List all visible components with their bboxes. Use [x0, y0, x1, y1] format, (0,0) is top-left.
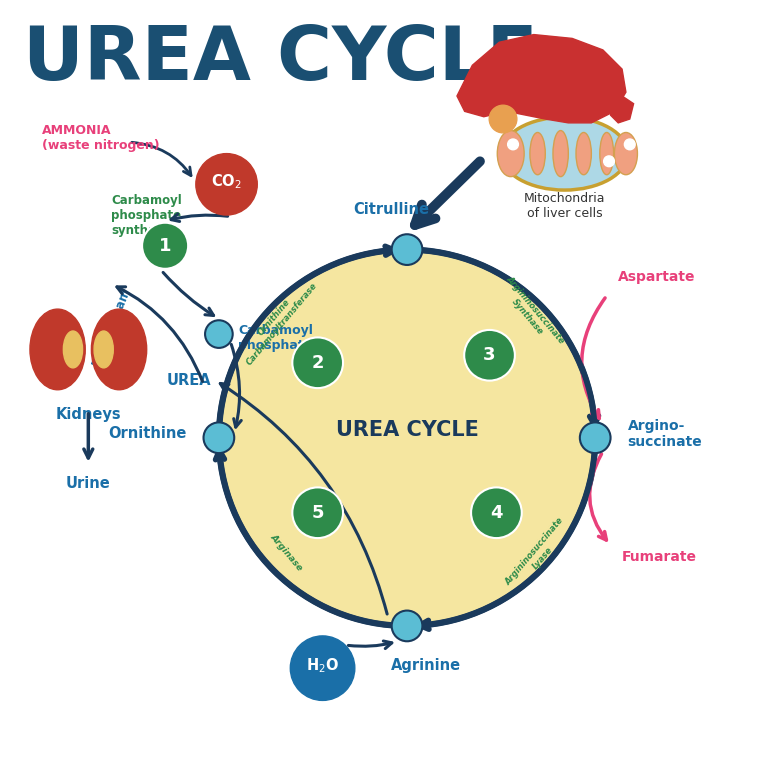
Text: AMMONIA
(waste nitrogen): AMMONIA (waste nitrogen)	[42, 124, 160, 152]
Text: Mitochondria
of liver cells: Mitochondria of liver cells	[524, 192, 605, 220]
Text: Carbamoyl
phosphate: Carbamoyl phosphate	[238, 324, 313, 352]
Circle shape	[142, 223, 188, 269]
Circle shape	[290, 636, 355, 700]
Text: 1: 1	[159, 237, 171, 255]
Ellipse shape	[94, 331, 114, 368]
Circle shape	[508, 139, 518, 150]
Text: Fumarate: Fumarate	[622, 550, 697, 564]
Ellipse shape	[91, 309, 147, 389]
Circle shape	[489, 105, 517, 133]
Circle shape	[471, 488, 521, 538]
Ellipse shape	[614, 132, 637, 174]
Text: Arginase: Arginase	[269, 532, 305, 573]
Circle shape	[604, 156, 614, 167]
Ellipse shape	[576, 132, 591, 174]
Text: Ornithine: Ornithine	[108, 426, 187, 442]
Text: UREA: UREA	[167, 372, 211, 388]
Polygon shape	[611, 96, 634, 123]
Text: Urine: Urine	[66, 476, 111, 492]
Ellipse shape	[530, 132, 545, 174]
Ellipse shape	[553, 131, 568, 177]
Text: 4: 4	[490, 504, 503, 521]
Text: Ornithine
Carbamoyltransferase: Ornithine Carbamoyltransferase	[237, 274, 319, 367]
Text: UREA CYCLE: UREA CYCLE	[23, 23, 538, 96]
Ellipse shape	[30, 309, 85, 389]
Text: H$_2$O: H$_2$O	[306, 657, 339, 675]
Ellipse shape	[498, 131, 525, 177]
Circle shape	[580, 422, 611, 453]
Circle shape	[196, 154, 257, 215]
Text: UREA CYCLE: UREA CYCLE	[336, 420, 478, 440]
Ellipse shape	[501, 117, 628, 190]
Circle shape	[293, 337, 343, 388]
Circle shape	[219, 250, 595, 626]
Text: Argino-
succinate: Argino- succinate	[627, 419, 702, 449]
Text: Agrinine: Agrinine	[391, 658, 462, 674]
Circle shape	[293, 488, 343, 538]
Circle shape	[205, 320, 233, 348]
Ellipse shape	[600, 132, 614, 174]
Circle shape	[392, 234, 422, 265]
Circle shape	[392, 611, 422, 641]
Text: 2: 2	[311, 354, 324, 372]
Polygon shape	[457, 35, 626, 123]
Circle shape	[624, 139, 635, 150]
Text: Argininosuccinate
Synthase: Argininosuccinate Synthase	[497, 274, 567, 352]
Text: Carbamoyl
phosphate
synthase: Carbamoyl phosphate synthase	[111, 194, 182, 237]
Text: 5: 5	[311, 504, 324, 521]
Text: Bloodstream: Bloodstream	[90, 285, 133, 368]
Text: 3: 3	[483, 346, 496, 364]
Text: Aspartate: Aspartate	[618, 270, 696, 284]
Ellipse shape	[63, 331, 83, 368]
Text: Argininosuccinate
Lyase: Argininosuccinate Lyase	[504, 516, 574, 594]
Text: CO$_2$: CO$_2$	[211, 173, 242, 191]
Circle shape	[204, 422, 234, 453]
Circle shape	[464, 330, 515, 381]
Text: Citrulline: Citrulline	[354, 202, 429, 217]
Text: Kidneys: Kidneys	[55, 407, 121, 422]
